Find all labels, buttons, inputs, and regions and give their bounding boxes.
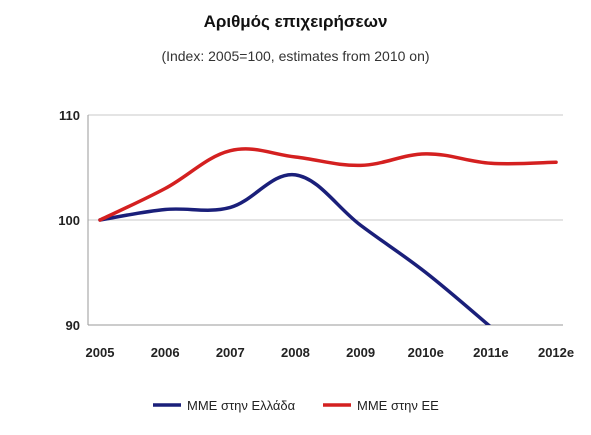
chart-subtitle: (Index: 2005=100, estimates from 2010 on… bbox=[161, 48, 430, 64]
series-line bbox=[98, 147, 558, 222]
x-tick-label: 2011e bbox=[473, 345, 508, 360]
legend-label: ΜΜΕ στην Ελλάδα bbox=[187, 398, 296, 413]
x-tick-label: 2009 bbox=[346, 345, 375, 360]
y-tick-label: 90 bbox=[66, 318, 80, 333]
chart-title: Αριθμός επιχειρήσεων bbox=[203, 12, 388, 31]
x-tick-label: 2008 bbox=[281, 345, 310, 360]
x-tick-label: 2006 bbox=[151, 345, 180, 360]
x-tick-label: 2005 bbox=[86, 345, 115, 360]
legend-label: ΜΜΕ στην ΕΕ bbox=[357, 398, 439, 413]
x-tick-label: 2012e bbox=[538, 345, 574, 360]
y-tick-label: 110 bbox=[59, 108, 80, 123]
series-line bbox=[98, 173, 492, 325]
x-tick-label: 2007 bbox=[216, 345, 245, 360]
y-tick-label: 100 bbox=[58, 213, 80, 228]
x-tick-label: 2010e bbox=[408, 345, 444, 360]
